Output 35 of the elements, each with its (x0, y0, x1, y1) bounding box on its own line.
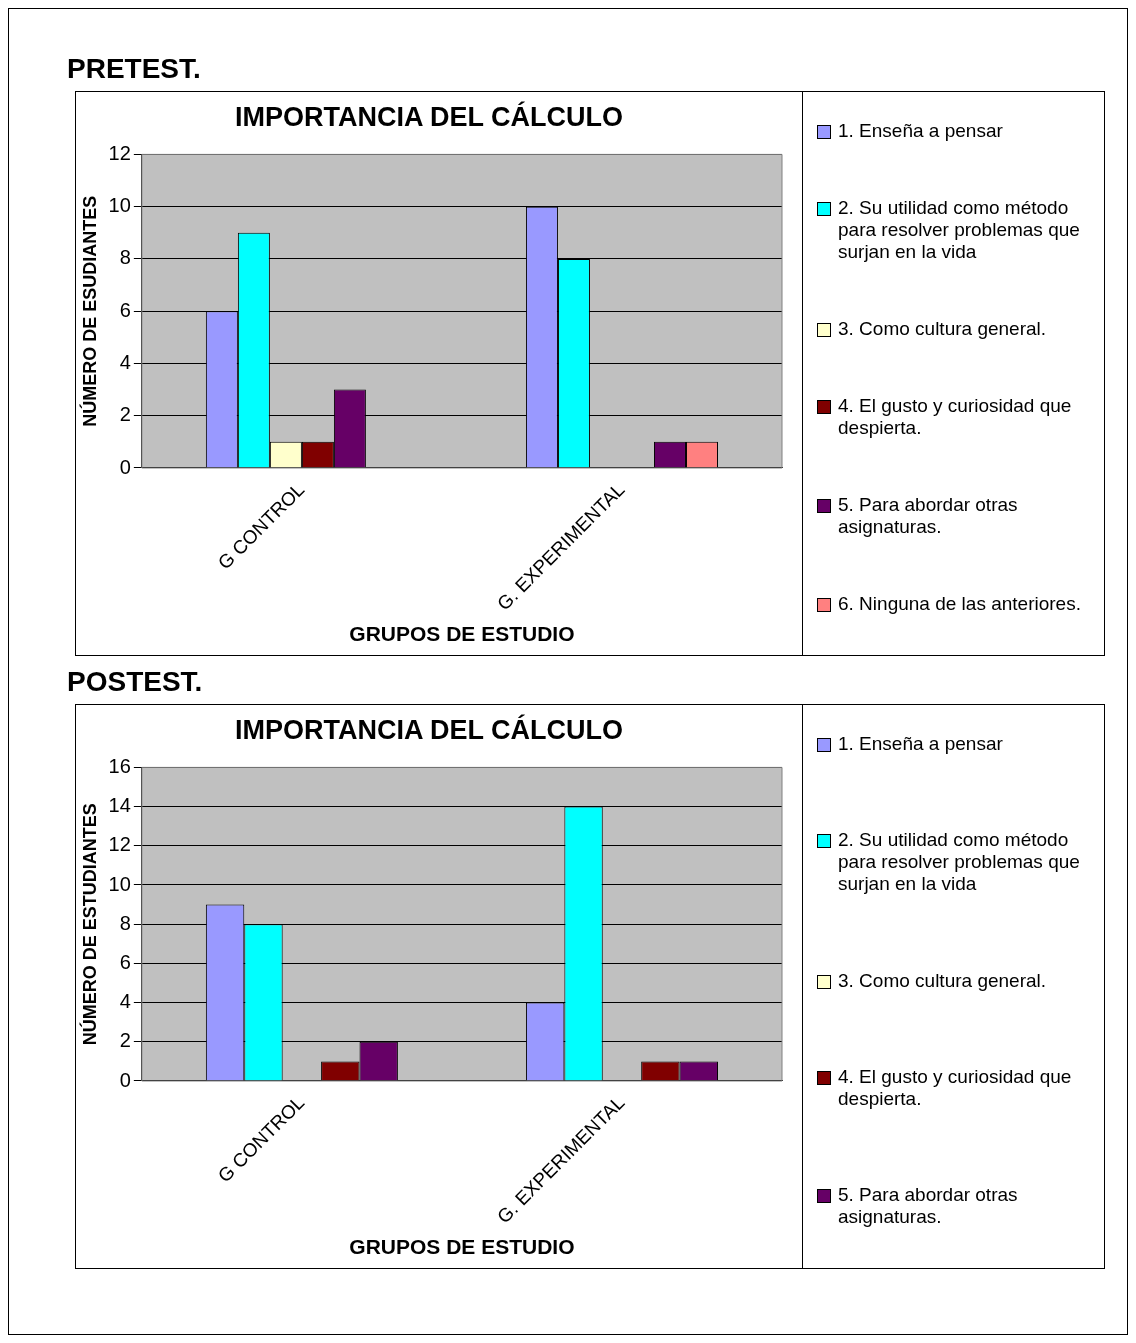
y-tick-label: 2 (119, 403, 131, 426)
y-tick-label: 16 (108, 754, 131, 777)
y-tick-label: 10 (108, 194, 131, 217)
y-tick-label: 12 (108, 141, 131, 164)
legend-label: 3. Como cultura general. (838, 318, 1047, 340)
y-tick-label: 12 (108, 833, 131, 856)
y-tick-label: 6 (119, 298, 131, 321)
x-axis-title: GRUPOS DE ESTUDIO (349, 1235, 575, 1259)
legend-label: 4. El gusto y curiosidad que despierta. (838, 1065, 1073, 1110)
chart-title: IMPORTANCIA DEL CÁLCULO (235, 100, 623, 132)
y-tick-label: 4 (119, 990, 131, 1013)
legend-label: 1. Enseña a pensar (838, 733, 1003, 755)
legend-label: 2. Su utilidad como método para resolver problemas que surjan en la vida (838, 197, 1081, 263)
y-tick-label: 8 (119, 246, 131, 269)
legend-label: 5. Para abordar otras asignaturas. (838, 1184, 1019, 1228)
legend-label: 5. Para abordar otras asignaturas. (838, 494, 1019, 538)
x-axis-title: GRUPOS DE ESTUDIO (349, 622, 575, 646)
text: PRETEST. (67, 53, 202, 85)
y-tick-label: 0 (119, 1068, 131, 1091)
y-axis-title: NÚMERO DE ESTUDIANTES (78, 803, 100, 1046)
legend-label: 4. El gusto y curiosidad que despierta. (838, 395, 1073, 439)
y-tick-label: 8 (119, 911, 131, 934)
y-tick-label: 2 (119, 1029, 131, 1052)
y-axis-title: NÚMERO DE ESUDIANTES (78, 195, 100, 427)
y-tick-label: 14 (108, 794, 131, 817)
legend-label: 2. Su utilidad como método para resolver problemas que surjan en la vida (838, 829, 1081, 896)
y-tick-label: 6 (119, 950, 131, 973)
y-tick-label: 10 (108, 872, 131, 895)
y-tick-label: 0 (119, 455, 131, 478)
text: POSTEST. (67, 666, 204, 698)
legend-label: 3. Como cultura general. (838, 969, 1047, 992)
y-tick-label: 4 (119, 350, 131, 373)
legend-label: 1. Enseña a pensar (838, 120, 1003, 142)
chart-title: IMPORTANCIA DEL CÁLCULO (235, 713, 623, 745)
legend-label: 6. Ninguna de las anteriores. (838, 593, 1081, 615)
